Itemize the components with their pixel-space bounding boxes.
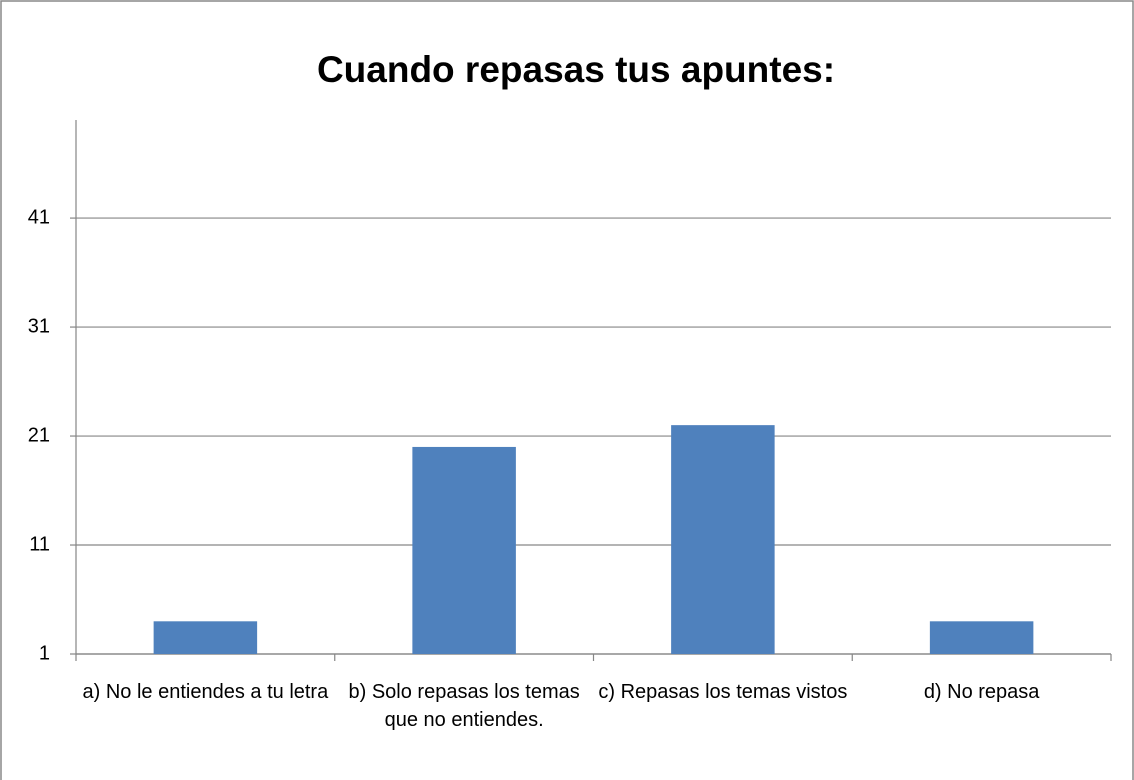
bar [153,621,258,654]
y-tick-label: 11 [29,533,50,555]
bar [671,425,775,654]
x-tick-label: b) Solo repasas los temas que no entiend… [348,681,580,731]
bar [412,446,516,654]
x-tick-label: a) No le entiendes a tu letra [82,681,329,703]
chart-title: Cuando repasas tus apuntes: [317,49,835,90]
y-tick-label: 41 [28,206,50,228]
bar [929,621,1034,654]
x-tick-label: d) No repasa [923,681,1040,703]
y-tick-label: 1 [39,642,50,664]
x-tick-label: c) Repasas los temas vistos [598,681,848,703]
y-tick-label: 21 [28,424,50,446]
y-tick-label: 31 [28,315,50,337]
